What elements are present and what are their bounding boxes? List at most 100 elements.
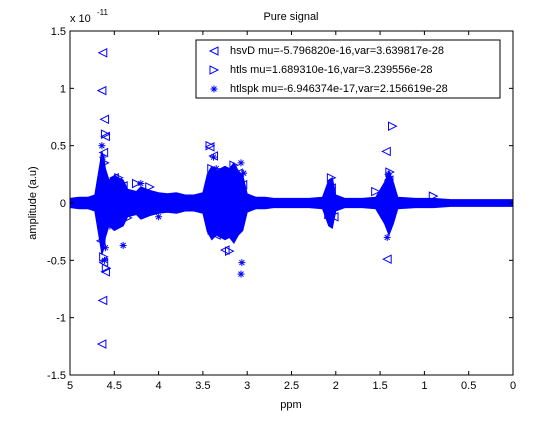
data-point-s2-22 bbox=[387, 205, 395, 213]
data-point-s1-24 bbox=[428, 191, 439, 201]
data-point-s2-11-stroke bbox=[213, 165, 219, 172]
data-point-s2-4 bbox=[101, 256, 109, 264]
data-point-s0-2 bbox=[99, 114, 110, 125]
data-point-s0-12 bbox=[113, 211, 124, 222]
data-point-s1-12 bbox=[209, 169, 219, 180]
data-point-s2-1 bbox=[99, 153, 107, 161]
data-point-s1-10 bbox=[205, 140, 216, 151]
y-axis-exponent-prefix: x 10 bbox=[70, 13, 91, 25]
legend-marker-1 bbox=[209, 65, 220, 75]
data-point-s0-18 bbox=[211, 230, 221, 240]
x-tick-label-9: 0.5 bbox=[461, 380, 476, 392]
data-point-s2-12-stroke bbox=[219, 184, 226, 190]
legend-label-htls: htls mu=1.689310e-16,var=3.239556e-28 bbox=[230, 64, 432, 76]
data-point-s1-6 bbox=[114, 172, 124, 183]
data-point-s1-8 bbox=[131, 178, 142, 189]
legend-box bbox=[195, 39, 501, 99]
data-point-s2-20-stroke bbox=[385, 171, 391, 178]
data-point-s0-24 bbox=[381, 146, 391, 157]
data-point-s0-0 bbox=[97, 47, 108, 58]
data-point-s2-5 bbox=[106, 222, 114, 230]
data-point-s2-17 bbox=[237, 270, 245, 278]
data-point-s2-1-stroke bbox=[99, 154, 106, 160]
data-point-s1-22 bbox=[384, 214, 395, 224]
data-point-s2-2-stroke bbox=[100, 176, 107, 182]
y-tick-label-5: -1 bbox=[56, 313, 66, 325]
data-point-s2-3-stroke bbox=[102, 244, 109, 251]
data-point-s2-0-stroke bbox=[99, 142, 105, 149]
data-point-s0-8 bbox=[97, 295, 108, 306]
x-axis-label: ppm bbox=[280, 399, 301, 411]
data-point-s2-8-stroke bbox=[138, 180, 144, 187]
data-point-s1-11 bbox=[207, 163, 217, 174]
x-tick-label-6: 2 bbox=[333, 380, 339, 392]
data-point-s2-18 bbox=[240, 169, 248, 177]
legend-markers bbox=[208, 46, 220, 93]
data-point-s2-11 bbox=[212, 165, 220, 173]
data-point-s2-2 bbox=[100, 175, 108, 183]
data-points bbox=[95, 47, 439, 349]
data-point-s1-13 bbox=[224, 246, 235, 256]
data-point-s0-14 bbox=[204, 142, 215, 152]
data-point-s2-17-stroke bbox=[238, 271, 244, 277]
x-tick-label-5: 2.5 bbox=[284, 380, 299, 392]
data-point-s2-10-stroke bbox=[210, 154, 217, 160]
y-axis-exponent-power: -11 bbox=[97, 8, 109, 17]
data-point-s2-0 bbox=[98, 142, 106, 150]
data-point-s0-4 bbox=[98, 147, 109, 158]
y-tick-label-1: 1 bbox=[60, 83, 66, 95]
data-point-s2-5-stroke bbox=[107, 223, 113, 229]
data-point-s1-17 bbox=[238, 203, 248, 214]
data-point-s2-9-stroke bbox=[155, 213, 162, 220]
data-point-s2-18-stroke bbox=[240, 170, 247, 176]
y-axis-label: amplitude (a.u) bbox=[27, 166, 39, 239]
data-point-s2-21-stroke bbox=[384, 234, 390, 241]
legend: hsvD mu=-5.796820e-16,var=3.639817e-28 h… bbox=[195, 39, 501, 99]
data-point-s2-12 bbox=[218, 183, 226, 191]
data-point-s2-13-stroke bbox=[224, 232, 231, 238]
x-tick-label-10: 0 bbox=[510, 380, 516, 392]
data-point-s1-20 bbox=[388, 121, 398, 131]
data-point-s0-20 bbox=[237, 179, 248, 190]
y-tick-label-3: 0 bbox=[60, 198, 66, 210]
data-point-s1-15 bbox=[229, 160, 240, 170]
data-point-s1-23 bbox=[371, 186, 381, 197]
axis-ticks: 5 4.5 4 3.5 3 2.5 2 1.5 1 0.5 0 1.5 1 0.5 0 -0.5 -1 -1.5 bbox=[47, 26, 516, 392]
data-point-s1-9 bbox=[145, 182, 155, 192]
data-point-s0-1 bbox=[96, 85, 107, 96]
data-point-s2-6 bbox=[119, 241, 127, 249]
data-point-s2-3 bbox=[101, 244, 109, 252]
data-point-s1-16 bbox=[233, 171, 244, 182]
data-point-s2-8 bbox=[137, 180, 145, 188]
data-point-s0-22 bbox=[328, 211, 339, 222]
data-point-s2-16-stroke bbox=[239, 259, 245, 266]
data-point-s2-16 bbox=[238, 259, 246, 267]
data-point-s2-4-stroke bbox=[101, 257, 108, 264]
x-tick-label-4: 3 bbox=[244, 380, 250, 392]
data-point-s2-22-stroke bbox=[387, 205, 394, 212]
data-point-s2-19 bbox=[327, 208, 335, 216]
data-point-s2-14 bbox=[227, 222, 235, 230]
x-tick-label-8: 1 bbox=[421, 380, 427, 392]
data-point-s2-10 bbox=[210, 153, 218, 161]
chart-title: Pure signal bbox=[263, 11, 318, 23]
x-tick-label-1: 4.5 bbox=[107, 380, 122, 392]
y-tick-label-0: 1.5 bbox=[51, 26, 66, 38]
data-point-s0-13 bbox=[118, 180, 128, 191]
data-point-s1-7 bbox=[123, 213, 133, 223]
x-tick-label-7: 1.5 bbox=[372, 380, 387, 392]
data-point-s0-3 bbox=[100, 131, 110, 142]
data-point-s2-21 bbox=[383, 233, 391, 241]
data-point-s2-20 bbox=[384, 170, 392, 178]
legend-marker-2 bbox=[210, 85, 218, 93]
data-point-s0-7 bbox=[100, 266, 110, 277]
data-point-s2-19-stroke bbox=[328, 209, 335, 215]
data-point-s2-7 bbox=[117, 181, 125, 189]
data-point-s1-1 bbox=[100, 158, 110, 168]
data-point-s2-9 bbox=[155, 213, 163, 221]
legend-label-htlspk: htlspk mu=-6.946374e-17,var=2.156619e-28 bbox=[230, 83, 448, 95]
y-tick-label-6: -1.5 bbox=[47, 370, 66, 382]
data-point-s2-6-stroke bbox=[120, 242, 126, 249]
